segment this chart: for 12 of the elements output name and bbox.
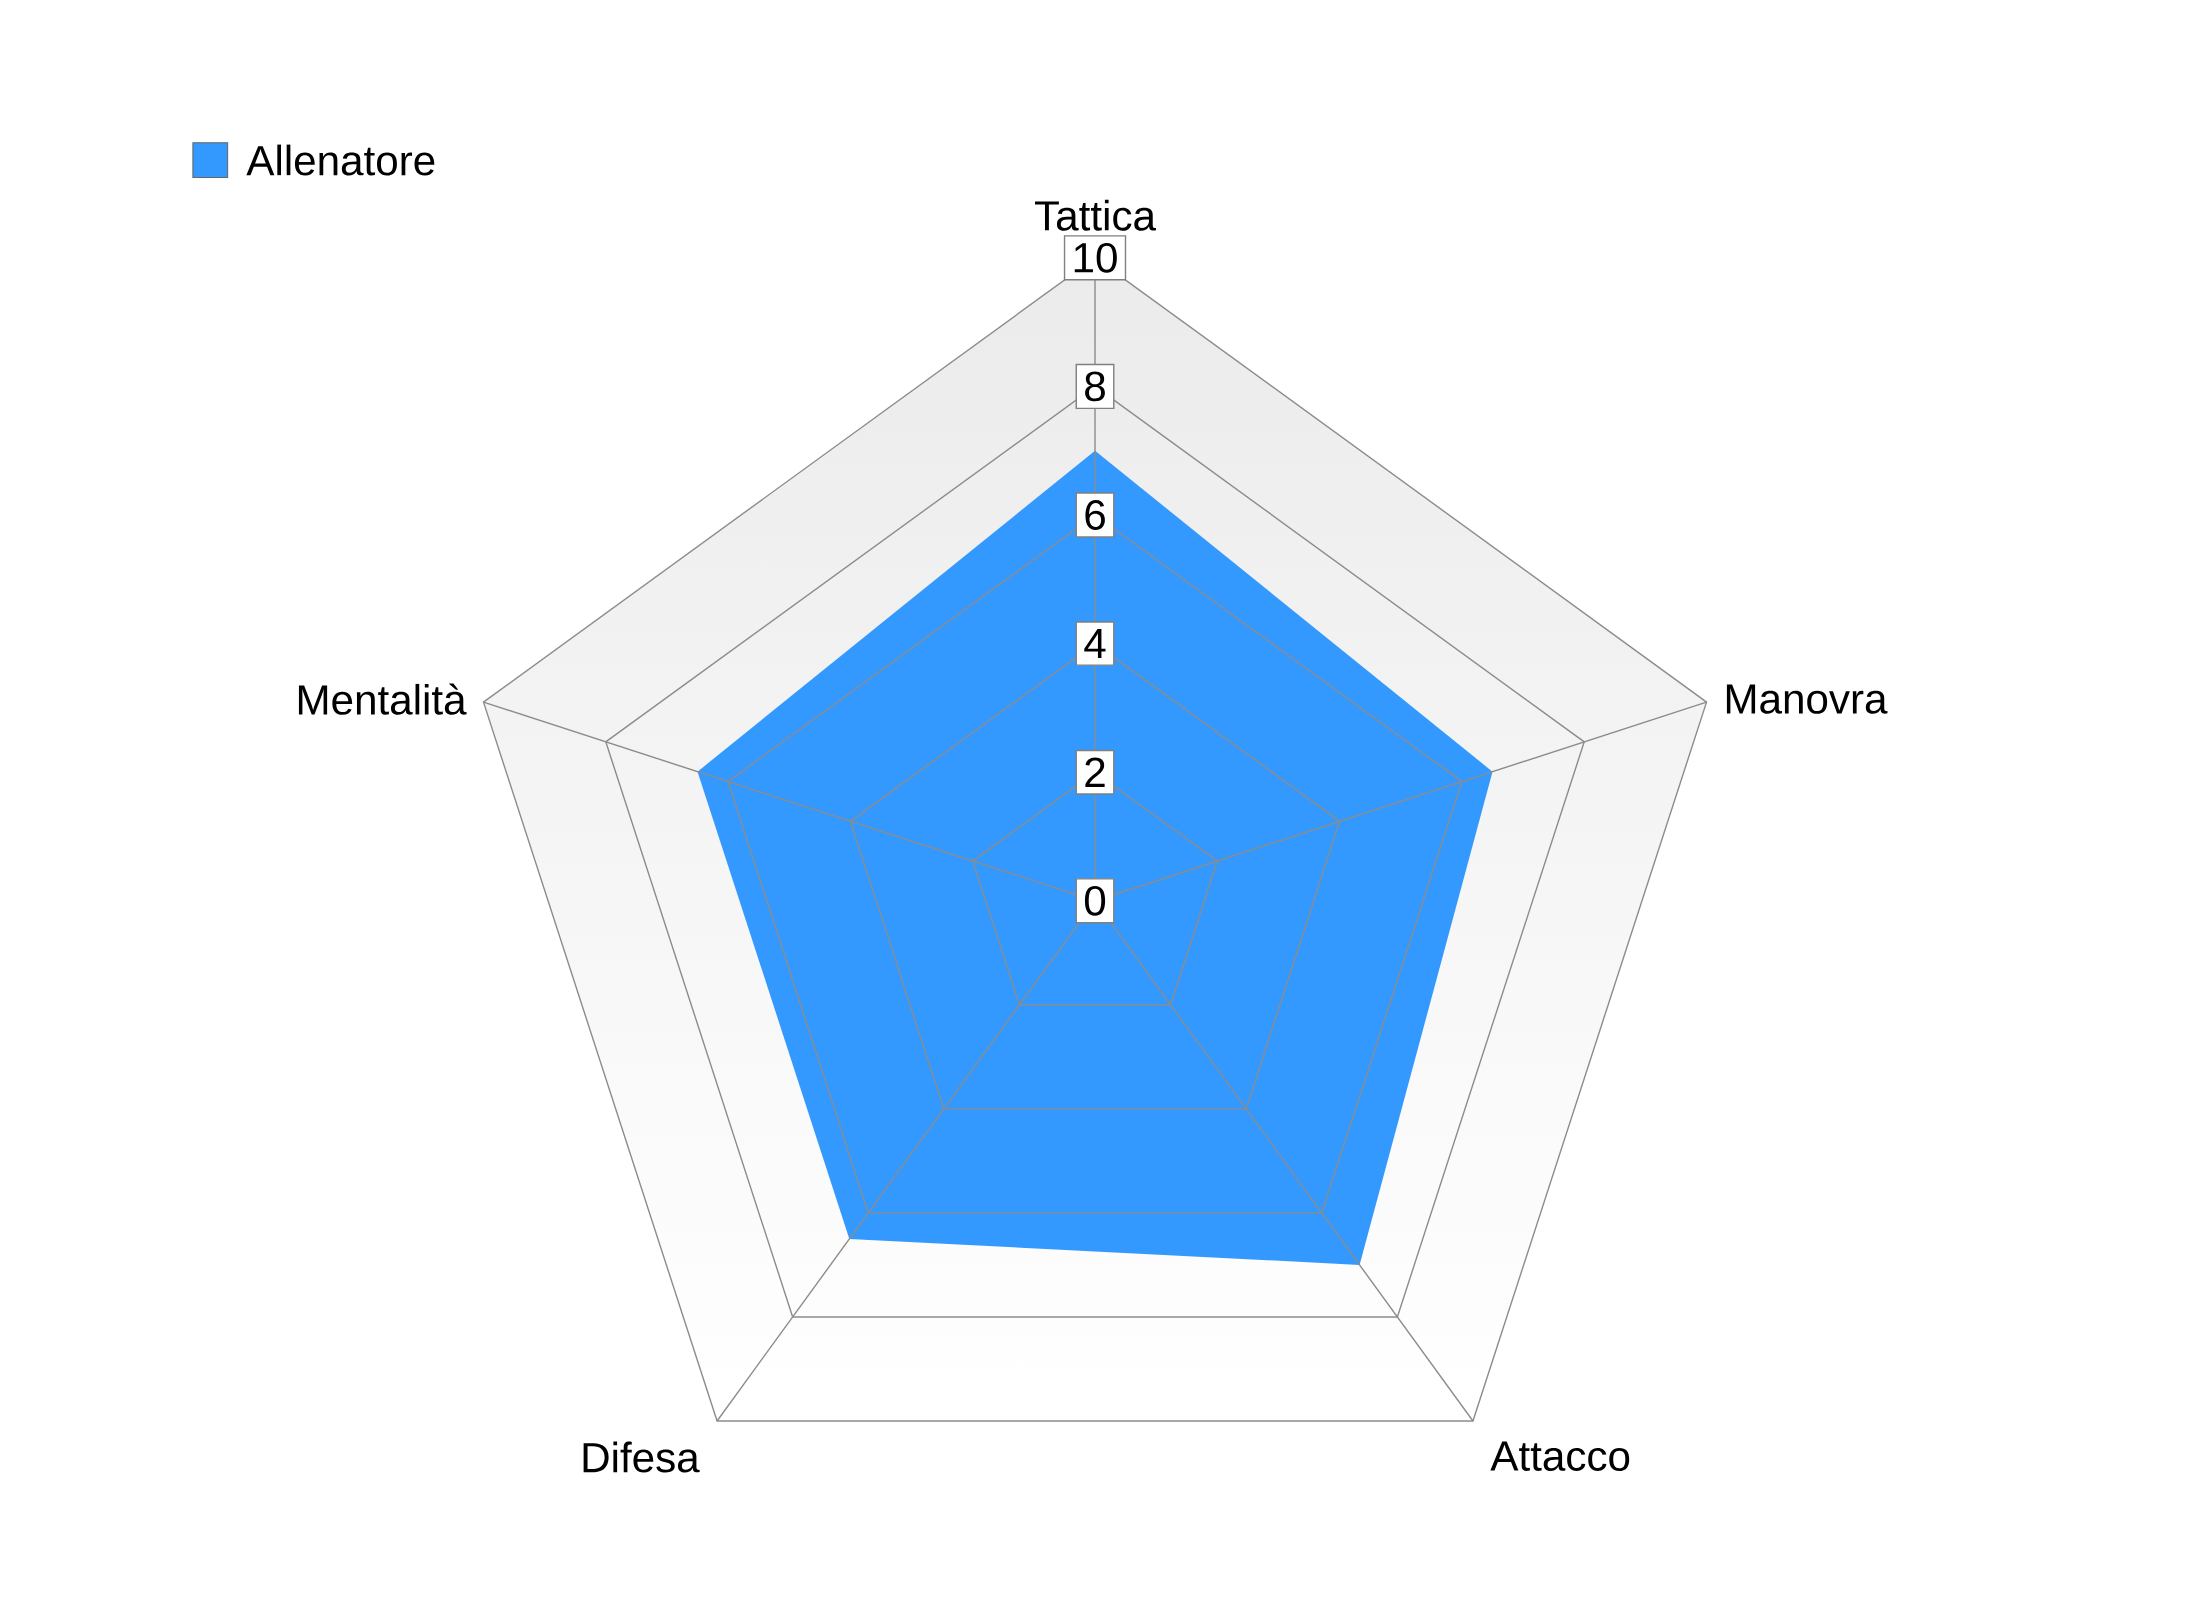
y-tick-label: 4 bbox=[1084, 629, 1106, 659]
spoke-label: Manovra bbox=[1726, 684, 1888, 714]
y-tick-label: 2 bbox=[1085, 757, 1105, 787]
spoke-label: Tattica bbox=[1035, 199, 1156, 231]
y-tick-label: 10 bbox=[1074, 242, 1117, 273]
y-tick-label: 8 bbox=[1085, 371, 1105, 402]
spoke-label: Mentalità bbox=[298, 683, 467, 715]
legend-label: Allenatore bbox=[246, 144, 435, 176]
y-tick-label: 6 bbox=[1085, 500, 1105, 530]
spoke-label: Attacco bbox=[1490, 1441, 1630, 1471]
y-tick-label: 0 bbox=[1084, 885, 1106, 916]
spoke-label: Difesa bbox=[583, 1441, 700, 1473]
